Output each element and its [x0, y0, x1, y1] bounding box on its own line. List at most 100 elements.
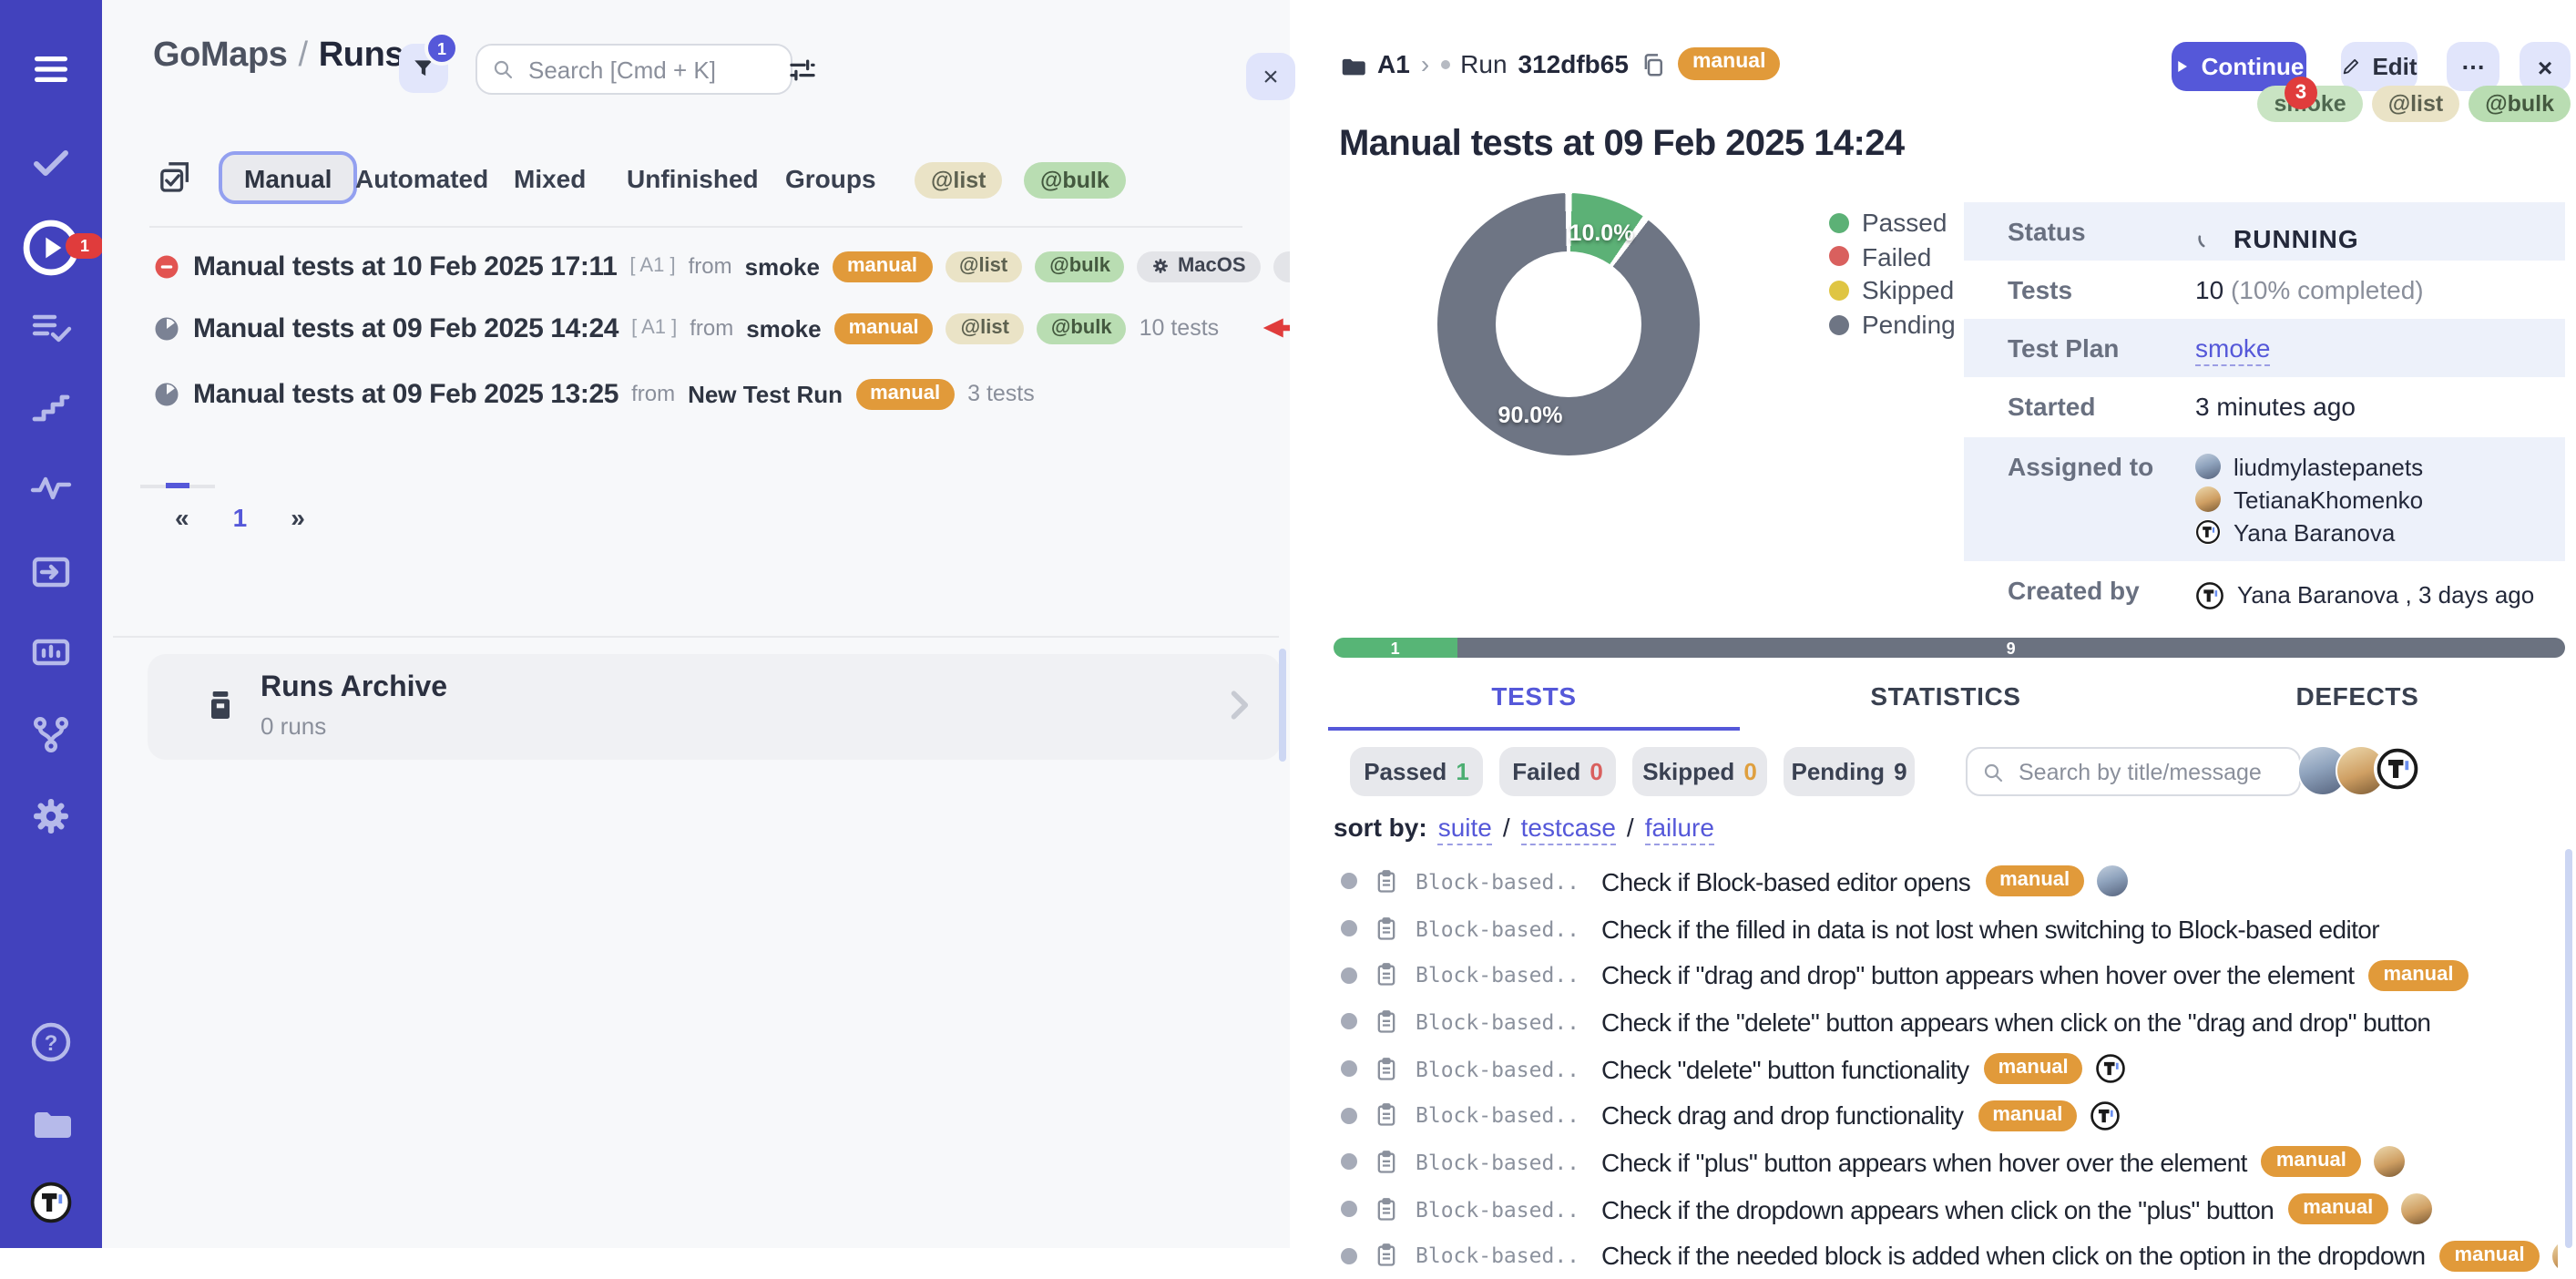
test-row[interactable]: Block-based... Check if "plus" button ap…: [1341, 1139, 2558, 1185]
import-icon[interactable]: [29, 550, 73, 594]
view-settings-icon[interactable]: [787, 55, 818, 86]
profile-avatar[interactable]: [29, 1181, 73, 1224]
progress-pending: 9: [1457, 638, 2565, 658]
test-row[interactable]: Block-based... Check if the filled in da…: [1341, 905, 2558, 951]
tests-scrollbar[interactable]: [2565, 849, 2572, 1248]
breadcrumb-project[interactable]: GoMaps: [153, 36, 288, 75]
run-row[interactable]: Manual tests at 09 Feb 2025 13:25 from N…: [153, 375, 1035, 412]
filter-passed-button[interactable]: Passed1: [1350, 747, 1483, 796]
tab-unfinished[interactable]: Unfinished: [627, 164, 759, 193]
run-info-table: Status RUNNING Tests 10 (10% completed) …: [1964, 202, 2565, 618]
horizontal-scrollbar[interactable]: [140, 485, 215, 488]
test-plans-icon[interactable]: [29, 306, 73, 350]
sort-by-testcase[interactable]: testcase: [1521, 813, 1616, 845]
tab-defects[interactable]: DEFECTS: [2152, 681, 2563, 731]
runs-search-input[interactable]: [525, 54, 776, 85]
close-detail-button[interactable]: ×: [2520, 42, 2571, 91]
spinner-icon: [2195, 227, 2219, 251]
tab-mixed[interactable]: Mixed: [514, 164, 586, 193]
milestones-icon[interactable]: [29, 386, 73, 430]
tag-macos: MacOS: [1138, 251, 1261, 281]
runs-archive-card[interactable]: Runs Archive 0 runs: [148, 654, 1281, 760]
tests-search-input[interactable]: [2015, 757, 2285, 786]
tests-search: [1966, 747, 2301, 796]
tab-tests[interactable]: TESTS: [1328, 681, 1740, 731]
avatar: [2374, 745, 2421, 793]
run-source[interactable]: smoke: [746, 314, 821, 342]
help-icon[interactable]: [29, 1020, 73, 1064]
more-button[interactable]: ⋯: [2447, 42, 2499, 91]
run-row[interactable]: Manual tests at 09 Feb 2025 14:24 [ A1 ]…: [153, 310, 1386, 346]
run-type-tag: manual: [1678, 47, 1781, 80]
tab-statistics[interactable]: STATISTICS: [1740, 681, 2152, 731]
filter-failed-button[interactable]: Failed0: [1499, 747, 1616, 796]
status-dot-icon: [1341, 874, 1357, 890]
status-dot-icon: [1341, 1108, 1357, 1124]
sort-by-failure[interactable]: failure: [1645, 813, 1714, 845]
assignee-avatar-stack[interactable]: [2297, 745, 2421, 796]
run-source[interactable]: smoke: [745, 252, 820, 280]
tag-list: @list: [2372, 86, 2460, 122]
filter-skipped-button[interactable]: Skipped0: [1632, 747, 1767, 796]
filter-count-badge: 1: [424, 31, 459, 66]
tab-manual[interactable]: Manual: [219, 151, 357, 204]
sort-by-suite[interactable]: suite: [1438, 813, 1492, 845]
assignee-avatar: [2374, 1147, 2405, 1178]
tests-list: Block-based... Check if Block-based edit…: [1341, 858, 2558, 1279]
pagination-page-1[interactable]: 1: [233, 503, 248, 532]
activity-icon[interactable]: [29, 466, 73, 510]
run-title[interactable]: Manual tests at 09 Feb 2025 13:25: [193, 378, 618, 409]
tasks-icon[interactable]: [29, 140, 73, 184]
test-row[interactable]: Block-based... Check if "drag and drop" …: [1341, 952, 2558, 998]
run-ref: [ A1 ]: [631, 317, 677, 339]
tab-groups[interactable]: Groups: [785, 164, 876, 193]
test-row[interactable]: Block-based... Check "delete" button fun…: [1341, 1046, 2558, 1092]
tab-automated[interactable]: Automated: [355, 164, 488, 193]
runs-list-panel: GoMaps/Runs 1 Manual Automated Mixed Unf…: [102, 0, 1290, 1248]
info-row-started: Started 3 minutes ago: [1964, 377, 2565, 437]
legend-passed-swatch: [1829, 213, 1849, 233]
integrations-icon[interactable]: [29, 712, 73, 756]
info-row-plan: Test Plan smoke: [1964, 319, 2565, 377]
menu-icon[interactable]: [29, 47, 73, 91]
run-source[interactable]: New Test Run: [688, 380, 843, 407]
test-plan-link[interactable]: smoke: [2195, 333, 2270, 366]
filter-pending-button[interactable]: Pending9: [1784, 747, 1915, 796]
tag-filter-bulk[interactable]: @bulk: [1024, 162, 1126, 199]
reports-icon[interactable]: [29, 630, 73, 674]
assignee-avatar: [2090, 1100, 2121, 1131]
chevron-right-icon: [1219, 685, 1259, 725]
breadcrumb-folder[interactable]: A1: [1377, 49, 1410, 78]
test-row[interactable]: Block-based... Check drag and drop funct…: [1341, 1092, 2558, 1139]
settings-gear-icon[interactable]: [29, 794, 73, 838]
edit-button[interactable]: Edit: [2341, 42, 2418, 91]
test-row[interactable]: Block-based... Check if the needed block…: [1341, 1233, 2558, 1279]
projects-folder-icon[interactable]: [29, 1102, 73, 1146]
test-row[interactable]: Block-based... Check if the dropdown app…: [1341, 1186, 2558, 1233]
run-test-count: 10 tests: [1140, 315, 1220, 341]
status-value: RUNNING: [2234, 224, 2359, 253]
info-row-tests: Tests 10 (10% completed): [1964, 261, 2565, 319]
close-list-button[interactable]: ×: [1246, 53, 1295, 100]
test-row[interactable]: Block-based... Check if Block-based edit…: [1341, 858, 2558, 905]
archive-title: Runs Archive: [261, 672, 447, 705]
run-title[interactable]: Manual tests at 10 Feb 2025 17:11: [193, 251, 617, 281]
tag-manual: manual: [855, 378, 955, 409]
legend-pending-swatch: [1829, 314, 1849, 334]
filter-button[interactable]: 1: [399, 44, 448, 93]
legend-failed-swatch: [1829, 247, 1849, 267]
avatar: [2195, 519, 2221, 545]
run-status-running-icon: [153, 380, 180, 407]
tag-manual: manual: [2368, 959, 2468, 990]
app-window: 1 GoMaps/Runs 1 Manual Automated Mixed U…: [0, 0, 2576, 1248]
test-row[interactable]: Block-based... Check if the "delete" but…: [1341, 998, 2558, 1045]
pagination-next[interactable]: »: [291, 503, 305, 532]
vertical-scrollbar[interactable]: [1279, 649, 1286, 762]
pagination-prev[interactable]: «: [175, 503, 189, 532]
run-title[interactable]: Manual tests at 09 Feb 2025 14:24: [193, 312, 618, 343]
archive-count: 0 runs: [261, 712, 326, 740]
annotation-badge-3: 3: [2285, 77, 2317, 109]
copy-icon[interactable]: [1640, 50, 1667, 77]
select-all-icon[interactable]: [157, 159, 193, 195]
tag-filter-list[interactable]: @list: [915, 162, 1003, 199]
